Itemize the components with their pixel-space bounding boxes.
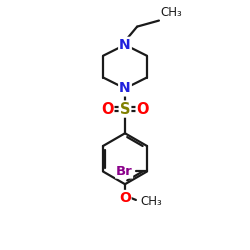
Text: N: N — [119, 82, 131, 96]
Text: O: O — [101, 102, 114, 116]
Text: N: N — [119, 38, 131, 52]
Text: CH₃: CH₃ — [141, 195, 163, 208]
Text: Br: Br — [116, 165, 132, 178]
Text: O: O — [136, 102, 149, 116]
Text: S: S — [120, 102, 130, 116]
Text: O: O — [119, 190, 131, 204]
Text: CH₃: CH₃ — [161, 6, 182, 18]
